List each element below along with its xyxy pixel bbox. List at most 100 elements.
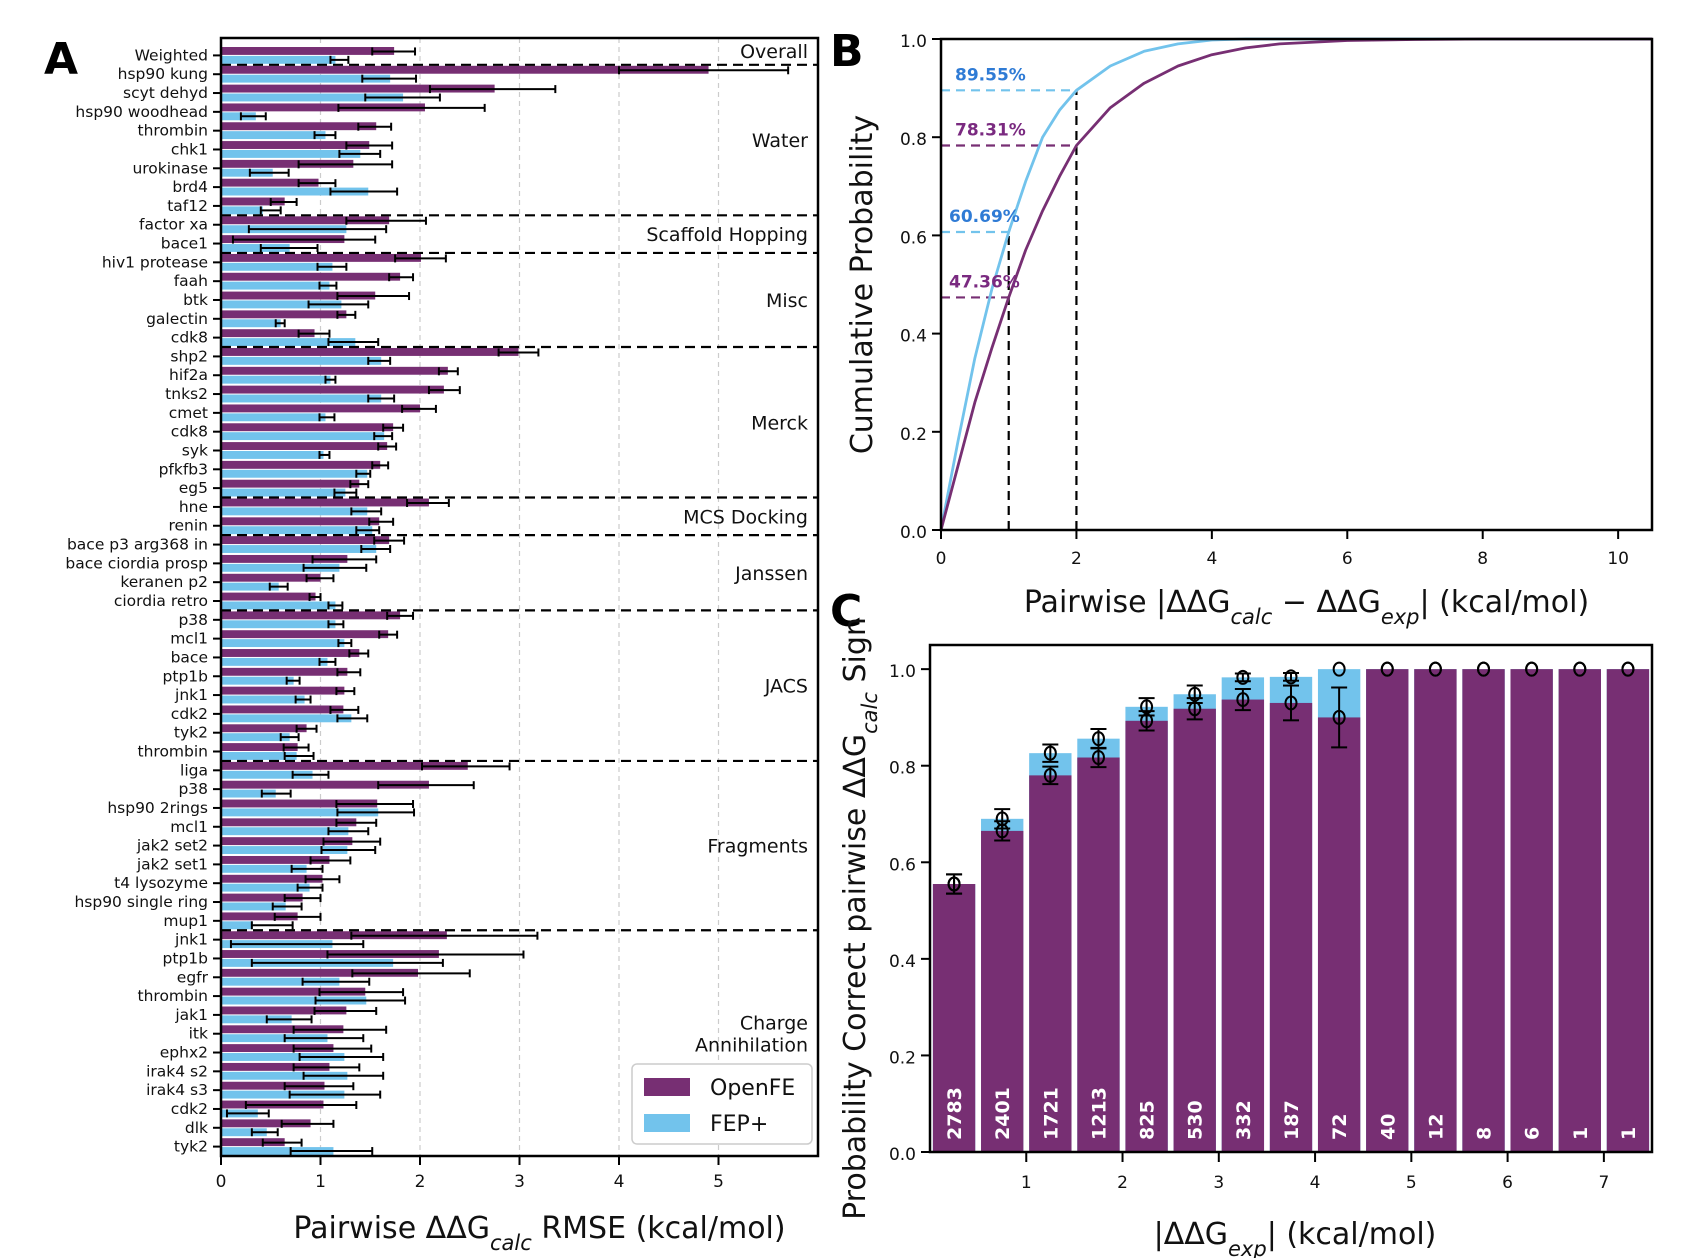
bar-fepplus	[221, 1053, 345, 1061]
data-point-marker	[1428, 661, 1442, 677]
category-label: irak4 s3	[146, 1081, 208, 1099]
percent-annotation: 78.31%	[955, 120, 1026, 140]
category-label: hiv1 protease	[102, 253, 208, 271]
category-label: factor xa	[139, 216, 208, 234]
bar-fepplus	[221, 789, 276, 798]
bin-count-label: 2401	[992, 1087, 1014, 1140]
bar-fepplus	[221, 394, 382, 403]
ytick-label: 1.0	[900, 32, 927, 52]
data-point-marker	[1573, 661, 1587, 677]
category-label: pfkfb3	[159, 460, 208, 478]
data-point-marker	[1043, 767, 1057, 783]
category-label: mcl1	[170, 818, 208, 836]
xtick-label: 0	[216, 1172, 227, 1192]
bar-openfe	[221, 686, 345, 695]
bar-fepplus	[221, 1147, 334, 1155]
legend-swatch-openfe	[644, 1078, 690, 1096]
bar-openfe	[221, 1025, 344, 1034]
bar-openfe	[221, 498, 429, 507]
bar-openfe	[221, 122, 377, 131]
bar-fepplus	[221, 582, 279, 591]
category-label: galectin	[146, 310, 208, 328]
bin-count-label: 40	[1377, 1114, 1399, 1140]
data-point-marker	[1284, 669, 1298, 685]
data-point-marker	[1043, 745, 1057, 761]
bar-openfe	[221, 291, 376, 300]
bar-openfe	[221, 479, 360, 488]
x-axis-title: |ΔΔGexp| (kcal/mol)	[1154, 1217, 1437, 1258]
data-point-marker	[1477, 661, 1491, 677]
bar-fepplus	[221, 469, 368, 478]
legend-label-openfe: OpenFE	[710, 1076, 795, 1101]
percent-annotation: 60.69%	[949, 207, 1020, 227]
category-label: cdk2	[171, 1100, 208, 1118]
category-label: cdk2	[171, 705, 208, 723]
bin-count-label: 187	[1281, 1100, 1303, 1140]
category-label: liga	[180, 761, 208, 779]
category-label: faah	[174, 272, 208, 290]
bar-fepplus	[221, 1090, 345, 1099]
category-label: urokinase	[132, 159, 208, 177]
bar-openfe	[221, 1062, 330, 1071]
bar-openfe	[221, 554, 348, 563]
category-label: tyk2	[174, 1138, 208, 1156]
percent-annotation: 47.36%	[949, 272, 1020, 292]
bar-openfe	[221, 611, 401, 620]
ytick-label: 0.0	[889, 1145, 916, 1165]
category-label: hsp90 kung	[118, 65, 208, 83]
group-label: Water	[752, 130, 808, 152]
bar-openfe	[221, 743, 298, 752]
category-label: hif2a	[169, 366, 208, 384]
panel-letter-a: A	[44, 34, 78, 85]
category-label: jak1	[174, 1006, 208, 1024]
y-axis-title: Probability Correct pairwise ΔΔGcalc Sig…	[838, 617, 882, 1220]
bar-fepplus	[221, 883, 310, 892]
bar-fepplus	[221, 149, 361, 158]
data-point-marker	[1380, 661, 1394, 677]
bar-openfe	[221, 649, 360, 657]
bar-fepplus	[221, 300, 342, 309]
bar-openfe	[932, 884, 976, 1152]
bar-openfe	[221, 141, 370, 149]
data-point-marker	[1332, 709, 1346, 725]
bar-openfe	[221, 1138, 285, 1147]
category-label: jnk1	[174, 931, 208, 949]
category-label: thrombin	[138, 122, 208, 140]
data-point-marker	[947, 876, 961, 892]
group-label: JACS	[764, 676, 808, 698]
bar-openfe	[1077, 757, 1120, 1152]
category-label: taf12	[167, 197, 208, 215]
bar-openfe	[221, 348, 519, 356]
category-label: tnks2	[165, 385, 208, 403]
bar-openfe	[221, 329, 315, 338]
bar-openfe	[1317, 717, 1361, 1152]
panel-letter-b: B	[830, 26, 864, 77]
bar-openfe	[1414, 669, 1457, 1152]
xtick-label: 5	[1406, 1173, 1417, 1193]
bar-fepplus	[221, 695, 305, 704]
bar-openfe	[221, 780, 429, 789]
bar-fepplus	[221, 168, 273, 177]
bar-fepplus	[221, 808, 379, 817]
bin-count-label: 1	[1618, 1127, 1640, 1140]
bar-openfe	[221, 216, 390, 225]
bar-openfe	[1558, 669, 1601, 1152]
bar-fepplus	[221, 187, 369, 196]
bar-fepplus	[221, 206, 263, 215]
category-label: jak2 set2	[136, 837, 208, 855]
bin-count-label: 2783	[944, 1087, 966, 1140]
ytick-label: 0.0	[900, 523, 927, 543]
bar-fepplus	[221, 977, 340, 986]
data-point-marker	[1236, 669, 1250, 685]
bar-fepplus	[221, 676, 294, 685]
xtick-label: 7	[1598, 1173, 1609, 1193]
group-label: Overall	[740, 41, 808, 63]
category-label: ephx2	[160, 1044, 208, 1062]
category-label: p38	[178, 780, 208, 798]
group-label: Scaffold Hopping	[646, 224, 808, 246]
bar-fepplus	[221, 601, 336, 610]
bar-openfe	[1462, 669, 1505, 1152]
bar-openfe	[221, 799, 378, 808]
bar-fepplus	[221, 55, 336, 64]
